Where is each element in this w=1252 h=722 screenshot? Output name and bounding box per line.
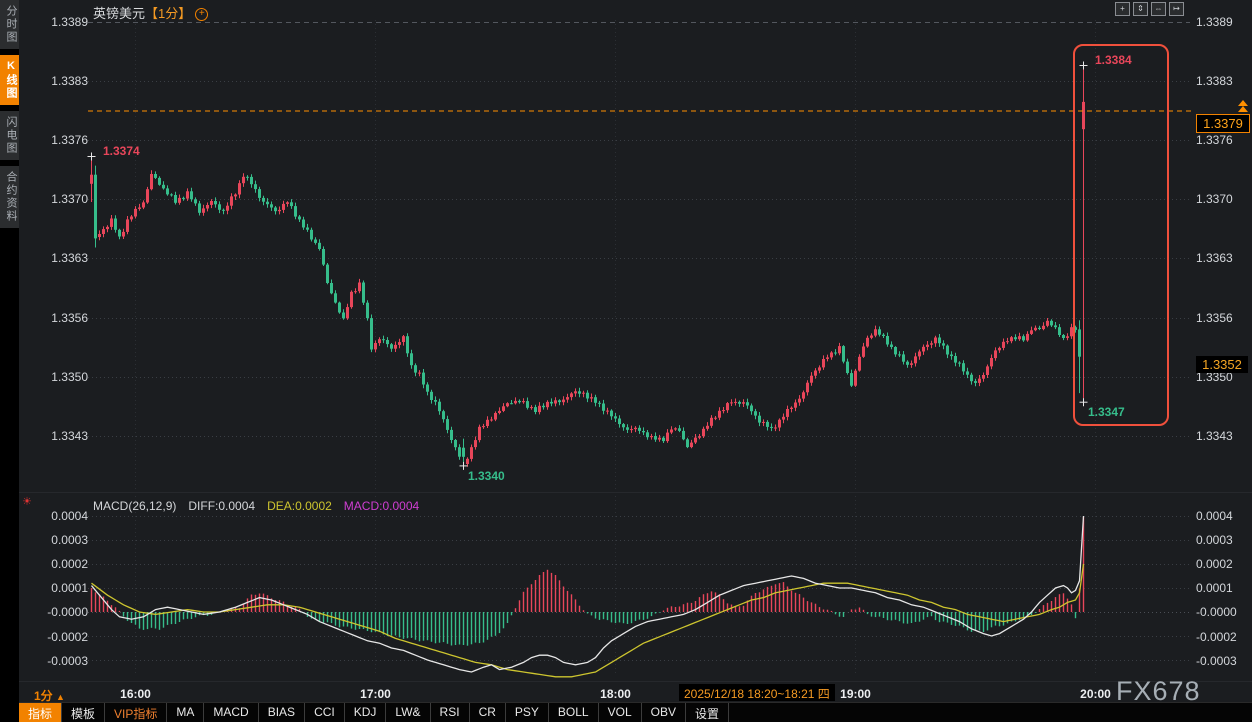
price-axis-label-left: 1.3389: [51, 15, 88, 29]
macd-dea-value: DEA:0.0002: [267, 499, 332, 513]
bottom-toolbar: 指标 模板 VIP指标 MA MACD BIAS CCI KDJ LW& RSI CR PSY BOLL…: [19, 702, 1252, 722]
price-axis-label-left: 1.3343: [51, 429, 88, 443]
period-up-arrow: ▲: [56, 692, 65, 702]
time-axis-divider: [19, 681, 1252, 682]
macd-histogram: [90, 517, 1085, 646]
toolbar-item-14[interactable]: VOL: [599, 703, 642, 722]
move-tool-icon[interactable]: +: [1115, 2, 1130, 16]
macd-axis-label-right: 0.0004: [1196, 509, 1233, 523]
price-axis-label-right: 1.3383: [1196, 74, 1233, 88]
price-axis-label-left: 1.3350: [51, 370, 88, 384]
toolbar-item-2[interactable]: 模板: [62, 703, 106, 722]
candle-time-tooltip: 2025/12/18 18:20~18:21 四: [679, 684, 835, 701]
main-candlesticks: [90, 65, 1085, 467]
high-price-marker: 1.3374: [103, 143, 140, 158]
extreme-cross-icon: [459, 461, 468, 470]
macd-axis-label-right: -0.0002: [1196, 630, 1237, 644]
toolbar-item-10[interactable]: RSI: [431, 703, 470, 722]
toolbar-item-12[interactable]: PSY: [506, 703, 549, 722]
toolbar-item-11[interactable]: CR: [470, 703, 506, 722]
macd-axis-label-right: -0.0000: [1196, 605, 1237, 619]
macd-axis-label-right: 0.0003: [1196, 533, 1233, 547]
brand-watermark: FX678: [1116, 676, 1201, 706]
toolbar-item-13[interactable]: BOLL: [549, 703, 599, 722]
price-axis-label-left: 1.3356: [51, 311, 88, 325]
time-axis-label: 20:00: [1080, 687, 1111, 701]
price-axis-label-left: 1.3370: [51, 192, 88, 206]
period-selector[interactable]: 1分 ▲: [34, 687, 65, 704]
sidebar-tab-4[interactable]: 合约资料: [0, 166, 19, 228]
sidebar-tab-3[interactable]: 闪电图: [0, 111, 19, 160]
left-sidebar: 分时图 K线图闪电图合约资料: [0, 0, 19, 722]
axis-zoom-horizontal-icon[interactable]: ⇔: [1151, 2, 1166, 16]
macd-axis-label-left: 0.0004: [51, 509, 88, 523]
macd-axis-label-left: 0.0001: [51, 581, 88, 595]
panel-divider: [19, 492, 1252, 493]
extreme-cross-icon: [87, 152, 96, 161]
toolbar-item-5[interactable]: MACD: [204, 703, 259, 722]
macd-axis-label-left: -0.0000: [47, 605, 88, 619]
price-axis-label-left: 1.3376: [51, 133, 88, 147]
price-axis-label-right: 1.3370: [1196, 192, 1233, 206]
selected-price-label: 1.3352: [1196, 356, 1248, 373]
macd-axis-label-left: 0.0002: [51, 557, 88, 571]
toolbar-item-4[interactable]: MA: [167, 703, 205, 722]
toolbar-item-7[interactable]: CCI: [305, 703, 345, 722]
chart-tool-buttons: + ⇕ ⇔ ↦: [1115, 2, 1184, 16]
macd-settings-icon[interactable]: ☀: [22, 496, 32, 508]
macd-header: MACD(26,12,9) DIFF:0.0004 DEA:0.0002 MACD:0…: [93, 499, 431, 513]
extreme-cross-icon: [1079, 398, 1088, 407]
add-indicator-icon[interactable]: +: [195, 8, 209, 22]
macd-axis-label-right: 0.0002: [1196, 557, 1233, 571]
low-price-marker: 1.3340: [468, 468, 505, 483]
price-axis-label-right: 1.3363: [1196, 251, 1233, 265]
price-up-arrow-icon: [1238, 100, 1248, 112]
time-axis-label: 19:00: [840, 687, 871, 701]
price-axis-label-left: 1.3363: [51, 251, 88, 265]
price-axis-label-right: 1.3356: [1196, 311, 1233, 325]
pan-right-icon[interactable]: ↦: [1169, 2, 1184, 16]
highlight-box: [1073, 44, 1169, 426]
macd-axis-label-right: -0.0003: [1196, 654, 1237, 668]
time-axis-label: 18:00: [600, 687, 631, 701]
sidebar-tab-2[interactable]: K线图: [0, 55, 19, 105]
period-tag: 【1分】: [145, 6, 192, 21]
axis-zoom-vertical-icon[interactable]: ⇕: [1133, 2, 1148, 16]
macd-macd-value: MACD:0.0004: [343, 499, 420, 513]
chart-title: 英镑美元【1分】 +: [93, 3, 209, 22]
toolbar-item-1[interactable]: 指标: [19, 703, 63, 722]
period-label: 1分: [34, 689, 53, 703]
price-axis-label-right: 1.3343: [1196, 429, 1233, 443]
macd-axis-label-left: 0.0003: [51, 533, 88, 547]
toolbar-item-6[interactable]: BIAS: [259, 703, 306, 722]
macd-params: MACD(26,12,9): [93, 499, 177, 513]
high-price-marker: 1.3384: [1095, 52, 1132, 67]
toolbar-item-3[interactable]: VIP指标: [105, 703, 168, 722]
toolbar-item-9[interactable]: LW&: [386, 703, 431, 722]
extreme-cross-icon: [1079, 61, 1088, 70]
price-axis-label-right: 1.3376: [1196, 133, 1233, 147]
macd-diff-value: DIFF:0.0004: [188, 499, 256, 513]
sidebar-tab-1[interactable]: 分时图: [0, 0, 19, 49]
macd-diff-line: [91, 515, 1085, 673]
time-axis-label: 16:00: [120, 687, 151, 701]
time-axis-label: 17:00: [360, 687, 391, 701]
price-axis-label-left: 1.3383: [51, 74, 88, 88]
toolbar-item-16[interactable]: 设置: [686, 703, 729, 722]
low-price-marker: 1.3347: [1088, 405, 1125, 420]
macd-dea-line: [91, 563, 1085, 678]
macd-axis-label-right: 0.0001: [1196, 581, 1233, 595]
macd-axis-label-left: -0.0003: [47, 654, 88, 668]
toolbar-item-15[interactable]: OBV: [642, 703, 686, 722]
toolbar-item-8[interactable]: KDJ: [345, 703, 387, 722]
symbol-name: 英镑美元: [93, 6, 146, 21]
price-axis-label-right: 1.3389: [1196, 15, 1233, 29]
current-price-label: 1.3379: [1196, 114, 1250, 133]
price-axis-label-right: 1.3350: [1196, 370, 1233, 384]
macd-axis-label-left: -0.0002: [47, 630, 88, 644]
